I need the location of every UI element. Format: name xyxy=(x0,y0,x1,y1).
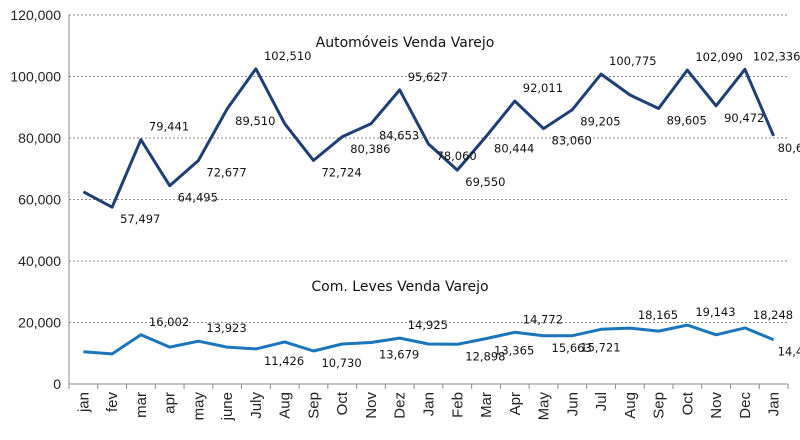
data-label: 89,510 xyxy=(235,114,275,128)
y-tick-label: 0 xyxy=(53,376,61,392)
data-label: 83,060 xyxy=(552,134,592,148)
data-label: 90,472 xyxy=(724,111,764,125)
data-label: 100,775 xyxy=(609,54,657,68)
x-tick-label: Nov xyxy=(363,392,380,419)
x-tick-label: Dec xyxy=(737,392,754,419)
x-tick-label: July xyxy=(248,392,265,419)
data-label: 18,165 xyxy=(638,308,678,322)
x-tick-label: Jan xyxy=(766,392,783,416)
y-axis: 0 20,000 40,000 60,000 80,000 100,000 120,000 xyxy=(10,7,788,392)
data-label: 79,441 xyxy=(149,120,189,134)
y-tick-label: 100,000 xyxy=(10,69,61,85)
data-label: 92,011 xyxy=(523,81,563,95)
y-tick-label: 40,000 xyxy=(18,253,61,269)
data-label: 16,002 xyxy=(149,315,189,329)
x-tick-label: Aug xyxy=(277,392,294,419)
data-label: 64,495 xyxy=(178,191,218,205)
data-label: 18,248 xyxy=(753,308,793,322)
data-label: 14,772 xyxy=(523,312,563,326)
data-label: 80,444 xyxy=(494,142,534,156)
x-tick-label: fev xyxy=(104,392,121,413)
x-tick-label: Sep xyxy=(305,392,322,419)
data-label: 80,386 xyxy=(350,142,390,156)
x-tick-label: Jul xyxy=(593,392,610,411)
data-label: 89,605 xyxy=(667,113,707,127)
x-tick-label: mar xyxy=(133,392,150,418)
data-label: 72,677 xyxy=(206,166,246,180)
x-tick-label: may xyxy=(190,392,207,421)
series-title-com-leves: Com. Leves Venda Varejo xyxy=(311,279,488,295)
data-labels: 57,497 79,441 64,495 72,677 89,510 102,510 72,… xyxy=(120,49,800,370)
x-tick-label: Jun xyxy=(564,392,581,416)
y-tick-label: 20,000 xyxy=(18,315,61,331)
data-label: 13,923 xyxy=(206,321,246,335)
x-tick-label: Jan xyxy=(421,392,438,416)
data-label: 11,426 xyxy=(264,354,304,368)
x-tick-label: Dez xyxy=(392,392,409,419)
series-group xyxy=(82,67,775,356)
y-tick-label: 120,000 xyxy=(10,7,61,23)
data-label: 57,497 xyxy=(120,212,160,226)
data-label: 14,925 xyxy=(408,318,448,332)
x-axis: jan fev mar apr may june July Aug Sep Oct Nov Dez Ja… xyxy=(68,384,789,421)
data-label: 19,143 xyxy=(695,305,735,319)
data-label: 13,365 xyxy=(494,344,534,358)
data-label: 10,730 xyxy=(321,356,361,370)
data-label: 102,336 xyxy=(753,49,800,63)
data-label: 84,653 xyxy=(379,129,419,143)
x-tick-label: Nov xyxy=(708,392,725,419)
x-tick-label: Aug xyxy=(622,392,639,419)
x-tick-label: Oct xyxy=(679,391,696,415)
y-tick-label: 80,000 xyxy=(18,130,61,146)
x-tick-label: Mar xyxy=(478,392,495,418)
x-tick-label: Apr xyxy=(507,392,524,415)
series-line-com-leves xyxy=(83,323,775,356)
y-tick-label: 60,000 xyxy=(18,192,61,208)
data-label: 102,090 xyxy=(695,50,743,64)
data-label: 15,663 xyxy=(552,341,592,355)
x-tick-label: apr xyxy=(162,392,179,414)
series-line-automoveis xyxy=(82,67,775,209)
data-label: 78,060 xyxy=(437,149,477,163)
x-tick-label: Sep xyxy=(651,392,668,419)
data-label: 80,689 xyxy=(778,141,800,155)
data-label: 95,627 xyxy=(408,70,448,84)
gridlines xyxy=(69,14,788,323)
data-label: 72,724 xyxy=(321,165,361,179)
data-label: 69,550 xyxy=(465,175,505,189)
data-label: 13,679 xyxy=(379,347,419,361)
x-tick-label: Feb xyxy=(449,392,466,418)
x-tick-label: May xyxy=(536,392,553,421)
data-label: 15,721 xyxy=(580,341,620,355)
data-label: 14,414 xyxy=(778,345,800,359)
series-title-automoveis: Automóveis Venda Varejo xyxy=(316,35,495,51)
data-label: 12,898 xyxy=(465,349,505,363)
data-label: 102,510 xyxy=(264,49,312,63)
x-tick-label: Oct xyxy=(334,391,351,415)
data-label: 89,205 xyxy=(580,115,620,129)
x-tick-label: jan xyxy=(75,392,92,413)
x-tick-label: june xyxy=(219,392,236,421)
